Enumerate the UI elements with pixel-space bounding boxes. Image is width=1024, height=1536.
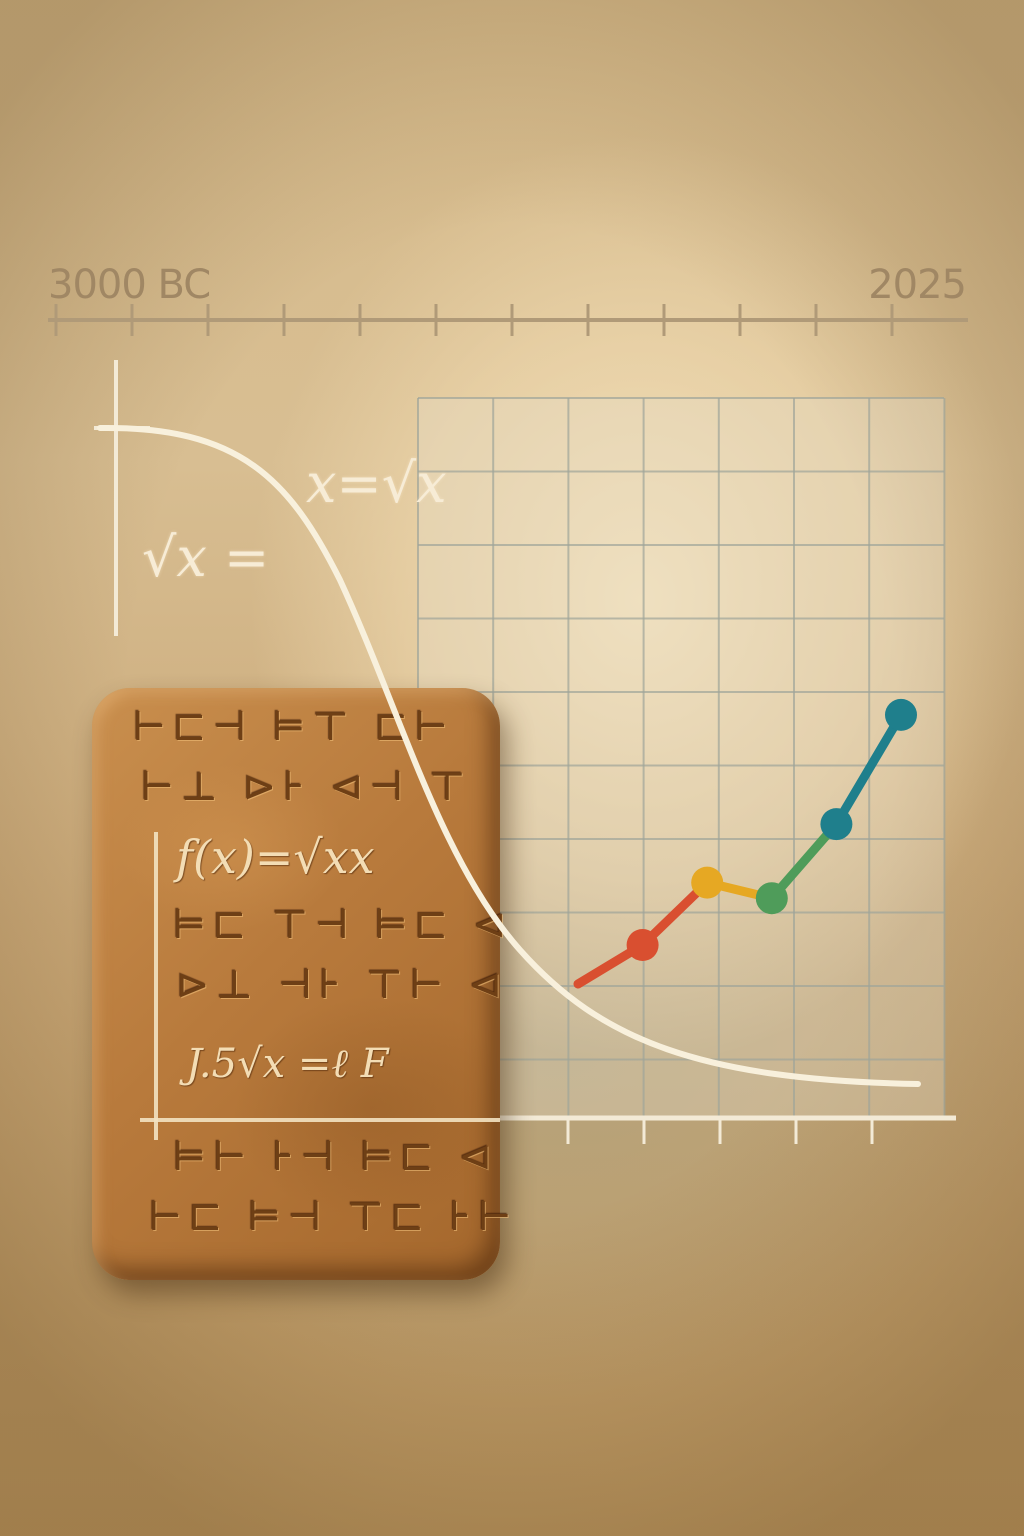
formula-top-left: √x = — [142, 526, 270, 589]
timeline-ticks — [54, 304, 894, 336]
data-point — [885, 698, 917, 731]
cuneiform-row-1: ⊢⊏⊣ ⊨⊤ ⊏⊢ — [132, 704, 455, 750]
cuneiform-row-4: ⊳⊥ ⊣⊦ ⊤⊢ ⊲ — [176, 962, 508, 1008]
timeline-start-label: 3000 BC — [48, 262, 211, 308]
data-point — [691, 866, 724, 899]
cuneiform-row-2: ⊢⊥ ⊳⊦ ⊲⊣ ⊤ — [140, 764, 472, 810]
formula-tablet-lower: J.5√x =ℓ F — [186, 1041, 389, 1087]
formula-top-right: x=√x — [306, 452, 447, 515]
timeline-end-label: 2025 — [868, 262, 967, 308]
data-point — [755, 882, 788, 915]
formula-tablet-main: f(x)=√xx — [176, 830, 375, 884]
data-point — [626, 929, 659, 961]
cuneiform-row-6: ⊢⊏ ⊨⊣ ⊤⊏ ⊦⊢ — [148, 1194, 518, 1240]
data-point — [820, 808, 853, 841]
clay-tablet: ⊢⊏⊣ ⊨⊤ ⊏⊢ ⊢⊥ ⊳⊦ ⊲⊣ ⊤ f(x)=√xx ⊨⊏ ⊤⊣ ⊨⊏ ⊲… — [92, 688, 512, 1280]
cuneiform-row-3: ⊨⊏ ⊤⊣ ⊨⊏ ⊲ — [172, 902, 513, 948]
cuneiform-row-5: ⊨⊢ ⊦⊣ ⊨⊏ ⊲ — [172, 1134, 498, 1180]
chart-x-ticks — [566, 1118, 874, 1144]
